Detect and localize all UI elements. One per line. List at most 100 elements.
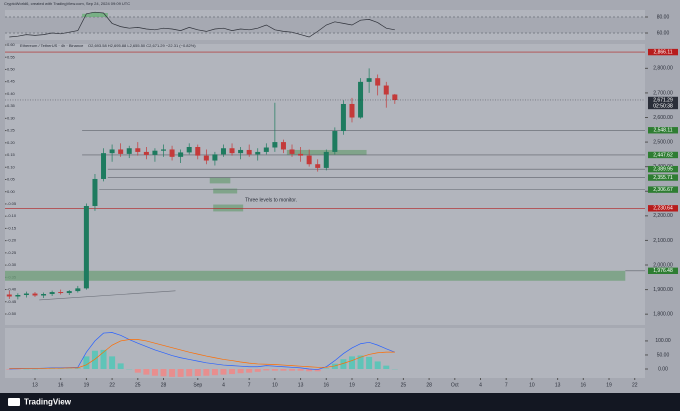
x-tick-label: 16	[581, 382, 587, 388]
x-tick-label: 7	[505, 382, 508, 388]
candle-body	[178, 152, 184, 157]
candle-body	[263, 147, 269, 152]
histogram-bar	[323, 368, 330, 370]
candle-body	[118, 149, 124, 154]
y2-tick-label: -0.15	[7, 225, 17, 230]
x-tick-label: 16	[324, 382, 330, 388]
candle-body	[229, 148, 235, 154]
y2-tick-label: 0.10	[7, 164, 16, 169]
level-label: 2,389.95	[653, 166, 673, 172]
candle-body	[15, 295, 21, 297]
x-tick-label: 16	[58, 382, 64, 388]
countdown: 02:50:38	[653, 103, 673, 109]
histogram-bar	[263, 369, 270, 371]
candle-body	[203, 155, 209, 161]
histogram-bar	[109, 356, 116, 370]
candle-body	[298, 153, 304, 156]
y2-tick-label: 0.35	[7, 103, 16, 108]
last-label: 2,671.29	[653, 97, 673, 103]
y-tick-label: 2,600.00	[653, 115, 673, 121]
zone	[213, 204, 244, 212]
y-tick-label: 1,800.00	[653, 312, 673, 318]
histogram-bar	[6, 369, 13, 370]
histogram-bar	[117, 363, 124, 370]
y-tick-label: 80.00	[657, 14, 670, 20]
y-tick-label: 2,800.00	[653, 66, 673, 72]
level-label-bg	[648, 267, 678, 274]
candle-body	[272, 142, 278, 148]
histogram-bar	[143, 369, 150, 375]
histogram-bar	[74, 368, 81, 370]
level-label: 2,306.67	[653, 187, 673, 193]
candle-body	[315, 164, 321, 168]
y-tick-label: 60.00	[657, 30, 670, 36]
candle-body	[358, 81, 364, 118]
histogram-bar	[383, 365, 390, 370]
x-tick-label: 13	[555, 382, 561, 388]
histogram-bar	[229, 369, 236, 375]
histogram-bar	[186, 369, 193, 377]
price-pane	[5, 44, 645, 325]
logo	[8, 398, 20, 406]
candle-body	[340, 103, 346, 132]
histogram-bar	[83, 356, 90, 370]
y-tick-label: 2,500.00	[653, 139, 673, 145]
overbought-fill	[90, 12, 100, 17]
x-tick-label: 4	[222, 382, 225, 388]
histogram-bar	[203, 369, 210, 376]
candle-body	[392, 94, 398, 100]
candle-body	[83, 206, 89, 289]
candle-body	[280, 142, 286, 150]
x-tick-label: 28	[426, 382, 432, 388]
macd-pane	[5, 328, 645, 378]
histogram-bar	[254, 369, 261, 372]
overbought-fill	[99, 13, 108, 17]
y2-tick-label: 0.25	[7, 128, 16, 133]
overbought-fill	[82, 13, 91, 17]
candle-body	[306, 155, 312, 165]
x-tick-label: 22	[375, 382, 381, 388]
candle-body	[152, 150, 158, 155]
x-tick-label: 25	[135, 382, 141, 388]
x-tick-label: 19	[84, 382, 90, 388]
histogram-bar	[151, 369, 158, 376]
candle-body	[212, 154, 218, 161]
y2-tick-label: -0.50	[7, 311, 17, 316]
histogram-bar	[289, 369, 296, 371]
histogram-bar	[211, 369, 218, 376]
x-tick-label: 10	[272, 382, 278, 388]
candle-body	[161, 149, 167, 151]
level-label-bg	[648, 174, 678, 181]
y2-tick-label: 0.40	[7, 91, 16, 96]
histogram-bar	[134, 369, 141, 373]
last-label-bg	[648, 96, 678, 110]
histogram-bar	[314, 369, 321, 372]
level-label: 2,230.64	[653, 206, 673, 212]
x-tick-label: 10	[529, 382, 535, 388]
level-label-bg	[648, 48, 678, 56]
x-tick-label: 25	[401, 382, 407, 388]
histogram-bar	[237, 369, 244, 374]
histogram-bar	[297, 369, 304, 371]
y2-tick-label: 0.20	[7, 140, 16, 145]
x-tick-label: 19	[349, 382, 355, 388]
x-tick-label: 13	[298, 382, 304, 388]
candle-body	[246, 149, 252, 155]
y-tick-label: 50.00	[657, 352, 670, 358]
histogram-bar	[280, 369, 287, 371]
candle-body	[101, 153, 107, 179]
level-label-bg	[648, 205, 678, 212]
histogram-bar	[169, 369, 176, 377]
zone	[5, 270, 626, 281]
candle-body	[126, 148, 132, 154]
candle-body	[220, 148, 226, 155]
candle-body	[66, 291, 72, 294]
y-tick-label: 2,000.00	[653, 262, 673, 268]
level-label: 1,976.48	[653, 268, 673, 274]
zone	[209, 177, 231, 184]
x-tick-label: Oct	[451, 382, 459, 388]
histogram-bar	[220, 369, 227, 375]
x-tick-label: 22	[109, 382, 115, 388]
y2-tick-label: 0.50	[7, 66, 16, 71]
